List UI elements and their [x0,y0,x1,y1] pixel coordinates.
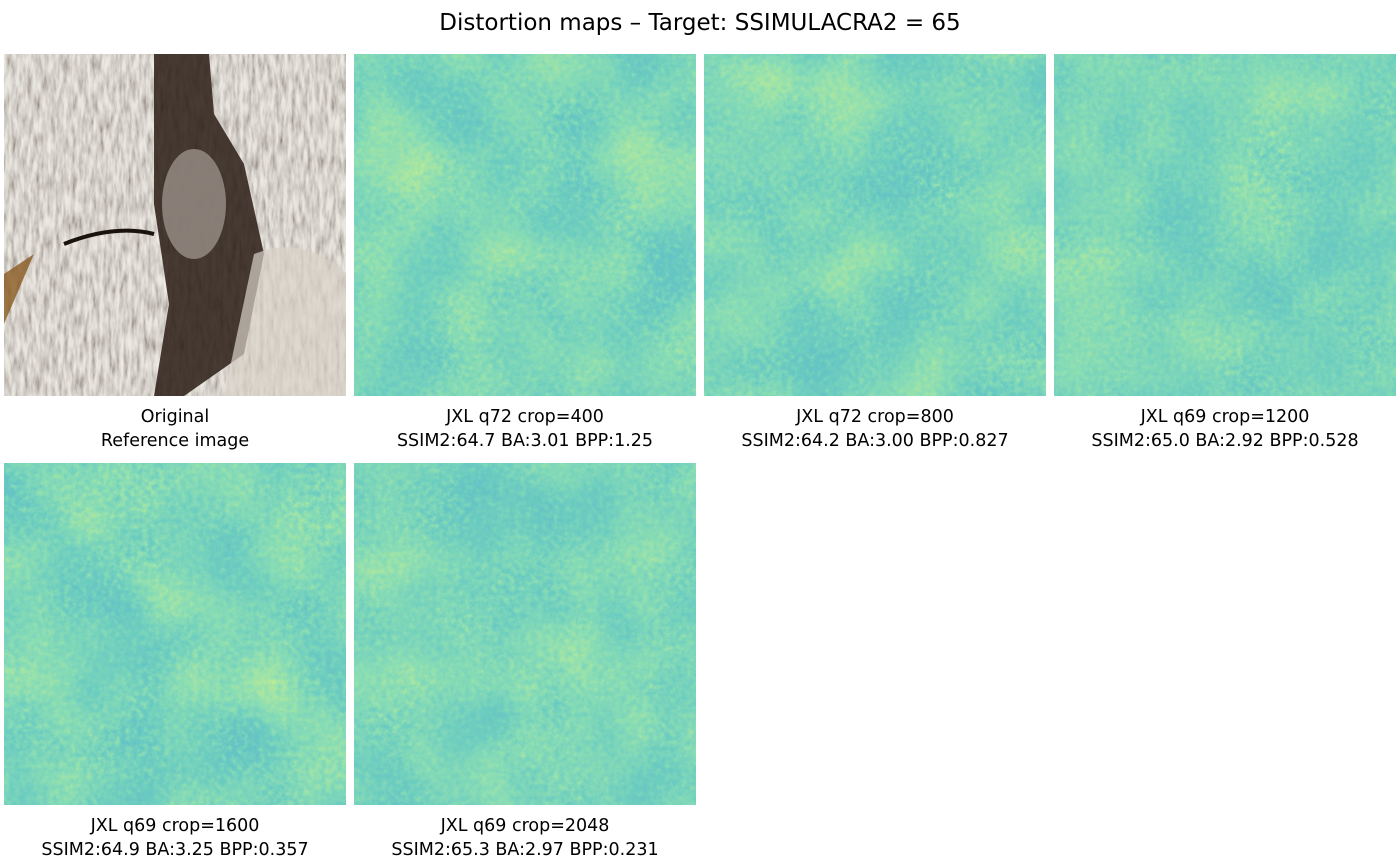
panel-caption: JXL q69 crop=1600 SSIM2:64.9 BA:3.25 BPP:… [0,814,350,862]
reference-image [4,54,346,396]
distortion-map [704,54,1046,396]
panel-caption: JXL q69 crop=2048 SSIM2:65.3 BA:2.97 BPP:… [350,814,700,862]
caption-line-2: Reference image [100,431,250,451]
panel-caption: JXL q72 crop=400 SSIM2:64.7 BA:3.01 BPP:1… [350,405,700,453]
caption-line-2: SSIM2:64.9 BA:3.25 BPP:0.357 [41,840,309,860]
caption-line-1: JXL q69 crop=1200 [1140,407,1310,427]
caption-line-1: JXL q72 crop=400 [446,407,604,427]
distortion-map [354,54,696,396]
panel-caption: JXL q69 crop=1200 SSIM2:65.0 BA:2.92 BPP:… [1050,405,1400,453]
caption-line-2: SSIM2:64.7 BA:3.01 BPP:1.25 [396,431,654,451]
caption-line-1: JXL q69 crop=2048 [440,816,610,836]
caption-line-1: Original [140,407,210,427]
distortion-map [4,463,346,805]
caption-line-2: SSIM2:65.3 BA:2.97 BPP:0.231 [391,840,659,860]
caption-line-2: SSIM2:65.0 BA:2.92 BPP:0.528 [1091,431,1359,451]
panel-caption: JXL q72 crop=800 SSIM2:64.2 BA:3.00 BPP:0… [700,405,1050,453]
caption-line-1: JXL q69 crop=1600 [90,816,260,836]
panel-caption: Original Reference image [0,405,350,453]
distortion-map [1054,54,1396,396]
caption-line-1: JXL q72 crop=800 [796,407,954,427]
caption-line-2: SSIM2:64.2 BA:3.00 BPP:0.827 [741,431,1009,451]
distortion-map [354,463,696,805]
figure-title: Distortion maps – Target: SSIMULACRA2 = … [439,10,961,36]
